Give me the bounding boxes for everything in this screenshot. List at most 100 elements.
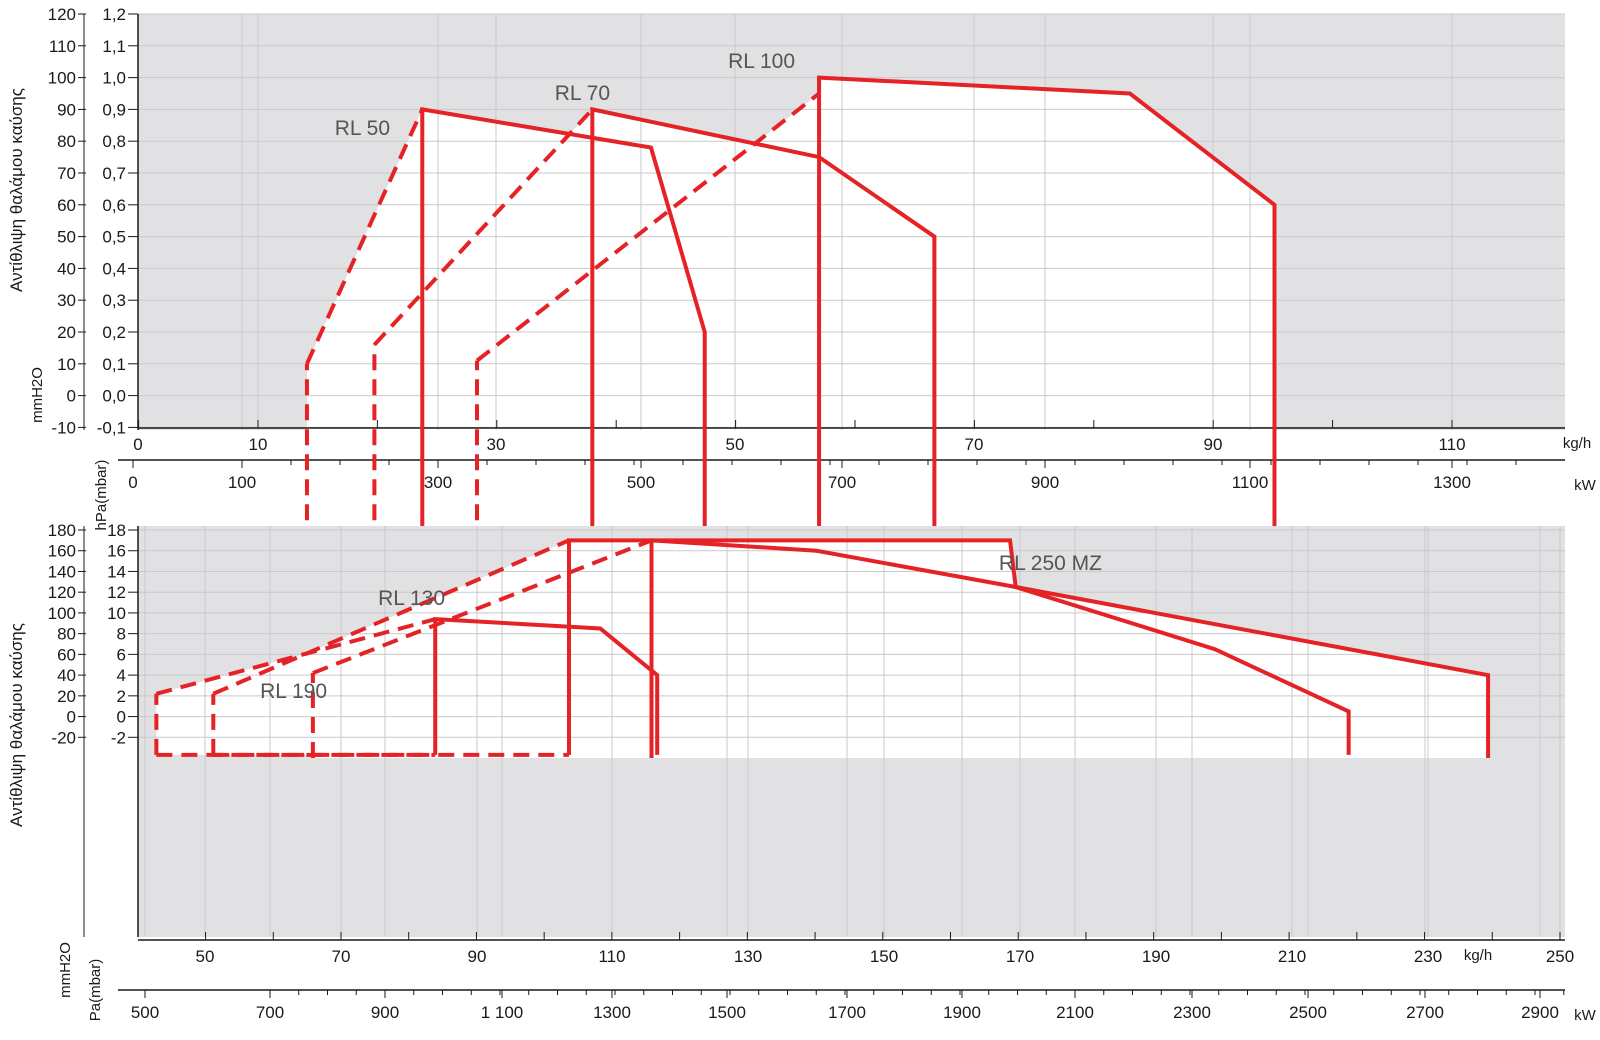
x-tick-label-kw: 2100 [1056,1003,1094,1022]
x-tick-label-kw: 1500 [708,1003,746,1022]
y-axis-title: Αντίθλιψη θαλάμου καύσης [7,88,26,292]
y-tick-label-mbar: 1,1 [102,37,126,56]
x-tick-label-kw: 500 [627,473,655,492]
y-tick-label-mbar: 0,1 [102,355,126,374]
series-dashed-2 [372,108,594,347]
y-tick-label-mbar: 0,3 [102,291,126,310]
y-tick-label-mmh2o: -10 [51,418,76,437]
series-label-1: RL 130 [378,587,445,610]
y-tick-label-mmh2o: 80 [57,625,76,644]
series-solid-3 [649,538,1491,759]
y-unit-left: mmH2O [29,367,46,423]
x-unit-kw: kW [1574,1007,1597,1024]
series-label-3: RL 100 [728,50,795,73]
series-dashed-1 [155,617,436,696]
x-tick-label-kgh: 50 [726,435,745,454]
y-tick-label-mmh2o: 60 [57,196,76,215]
x-tick-label-kgh: 90 [1204,435,1223,454]
y-tick-label-mmh2o: 0 [67,708,76,727]
y-tick-label-mbar: 1,0 [102,69,126,88]
x-tick-label-kw: 1100 [1232,473,1269,492]
series-dashed-1 [305,108,425,365]
series-dashed-3 [312,538,653,675]
y-tick-label-mbar: 0,5 [102,228,126,247]
y-tick-label-mmh2o: 100 [48,604,76,623]
x-tick-label-kgh: 70 [332,947,351,966]
y-tick-label-mmh2o: 40 [57,259,76,278]
y-tick-label-mbar: 6 [117,645,126,664]
y-tick-label-mmh2o: 120 [48,5,76,24]
y-tick-label-mmh2o: -20 [51,728,76,747]
x-tick-label-kgh: 110 [1438,435,1465,454]
y-tick-label-mbar: 0,0 [102,387,126,406]
y-tick-label-mmh2o: 90 [57,100,76,119]
y-tick-label-mmh2o: 110 [49,37,76,56]
y-tick-label-mbar: 0,9 [102,100,126,119]
x-tick-label-kw: 700 [256,1003,284,1022]
x-tick-label-kw: 1 100 [481,1003,524,1022]
series-label-2: RL 70 [555,82,610,105]
y-tick-label-mmh2o: 20 [57,687,76,706]
x-tick-label-kgh: 0 [133,435,142,454]
series-solid-3 [817,75,1277,921]
y-tick-label-mmh2o: 140 [48,562,76,581]
series-dashed-3 [475,91,821,363]
envelope-fill-3 [312,540,1489,759]
x-tick-label-kw: 300 [424,473,452,492]
x-tick-label-kw: 700 [828,473,856,492]
x-tick-label-kw: 1300 [1433,473,1471,492]
x-unit-kgh: kg/h [1563,435,1591,452]
y-tick-label-mmh2o: 80 [57,132,76,151]
x-tick-label-kgh: 230 [1414,947,1442,966]
y-unit-left: mmH2O [57,942,74,998]
y-tick-label-mbar: 2 [117,687,126,706]
y-tick-label-mbar: 8 [117,625,126,644]
x-tick-label-kw: 0 [128,473,137,492]
y-tick-label-mbar: 4 [117,666,126,685]
y-tick-label-mmh2o: 70 [57,164,76,183]
x-tick-label-kw: 100 [228,473,256,492]
x-tick-label-kgh: 90 [468,947,487,966]
x-tick-label-kw: 1700 [828,1003,866,1022]
x-tick-label-kw: 900 [371,1003,399,1022]
y-tick-label-mmh2o: 60 [57,645,76,664]
y-tick-label-mbar: 12 [107,583,126,602]
y-tick-label-mbar: 14 [107,562,126,581]
x-tick-label-kgh: 150 [870,947,898,966]
x-tick-label-kgh: 10 [249,435,268,454]
x-tick-label-kw: 500 [131,1003,159,1022]
x-unit-kgh: kg/h [1464,947,1492,964]
y-tick-label-mmh2o: 120 [48,583,76,602]
y-tick-label-mmh2o: 160 [48,542,76,561]
x-tick-label-kw: 1300 [593,1003,631,1022]
x-tick-label-kgh: 130 [734,947,762,966]
chart-panel-2 [78,526,1565,998]
series-solid-1 [433,617,660,755]
y-tick-label-mbar: -0,1 [97,418,126,437]
x-tick-label-kgh: 50 [196,947,215,966]
x-tick-label-kw: 2300 [1173,1003,1211,1022]
y-tick-label-mbar: 1,2 [102,5,126,24]
y-tick-label-mbar: 0,2 [102,323,126,342]
y-tick-label-mmh2o: 0 [67,387,76,406]
y-unit-right: Pa(mbar) [87,959,104,1022]
y-tick-label-mbar: 18 [107,521,126,540]
y-tick-label-mbar: 16 [107,542,126,561]
y-tick-label-mbar: 0,4 [102,259,126,278]
x-tick-label-kgh: 190 [1142,947,1170,966]
series-label-2: RL 190 [260,680,327,703]
x-tick-label-kgh: 70 [965,435,984,454]
x-tick-label-kgh: 170 [1006,947,1034,966]
x-tick-label-kw: 1900 [943,1003,981,1022]
x-tick-label-kgh: 110 [598,947,625,966]
y-tick-label-mmh2o: 100 [48,69,76,88]
series-dashed-2 [212,538,570,696]
x-tick-label-kgh: 250 [1546,947,1574,966]
x-tick-label-kgh: 210 [1278,947,1306,966]
y-tick-label-mbar: 0,8 [102,132,126,151]
y-tick-label-mmh2o: 10 [57,355,76,374]
x-unit-kw: kW [1574,477,1597,494]
x-tick-label-kw: 2500 [1289,1003,1327,1022]
y-tick-label-mmh2o: 50 [57,228,76,247]
y-unit-right: hPa(mbar) [93,460,110,531]
